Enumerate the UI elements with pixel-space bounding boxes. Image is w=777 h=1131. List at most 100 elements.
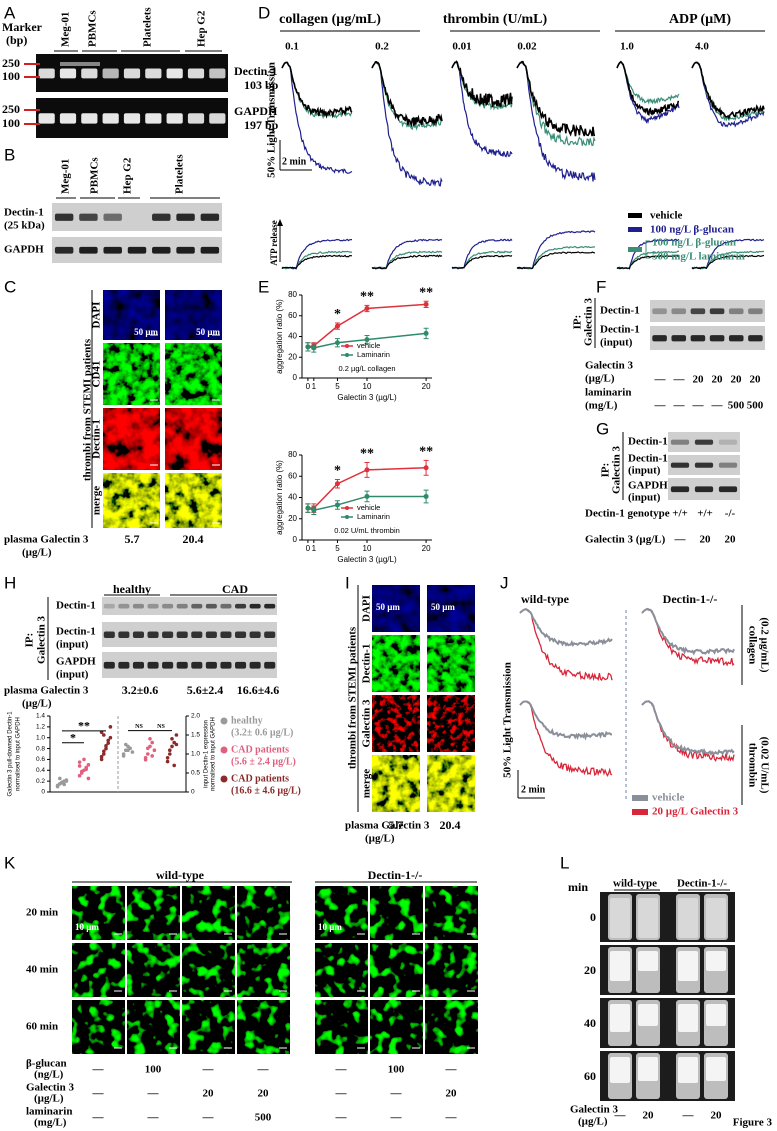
y-tick-label: 40 xyxy=(288,493,297,502)
trace xyxy=(616,61,680,105)
label: 60 xyxy=(584,1069,596,1083)
data-point xyxy=(334,481,340,487)
label: ATP release xyxy=(269,220,279,265)
micrograph xyxy=(237,886,290,940)
label: — xyxy=(692,400,705,412)
clot xyxy=(706,1057,726,1081)
data-point xyxy=(130,750,135,754)
gel-band xyxy=(145,113,162,124)
y-tick-label: 1.4 xyxy=(36,713,45,720)
label: (0.02 U/mL) xyxy=(758,737,770,794)
gel-band xyxy=(220,661,232,669)
label: DAPI xyxy=(91,302,103,329)
label: 0.1 xyxy=(285,41,299,53)
gel-band xyxy=(264,661,276,669)
trace xyxy=(691,61,765,120)
data-point xyxy=(106,738,110,743)
gel-band xyxy=(132,603,144,609)
label: — xyxy=(202,1112,215,1124)
gel-band xyxy=(694,462,714,468)
trace xyxy=(516,251,596,270)
micrograph xyxy=(425,886,478,940)
data-point xyxy=(334,323,340,329)
trace xyxy=(616,254,680,270)
label: (input) xyxy=(628,465,661,477)
y-tick-label: 0.4 xyxy=(36,767,45,774)
gel-band xyxy=(690,335,706,342)
gel-band xyxy=(147,603,159,609)
figure-label: Figure 3 xyxy=(733,1117,773,1129)
label: — xyxy=(335,1088,348,1100)
gel-band xyxy=(748,308,763,315)
data-point xyxy=(106,741,110,745)
label: — xyxy=(92,1064,105,1076)
gel-band xyxy=(132,631,144,638)
micrograph xyxy=(315,943,368,997)
data-point xyxy=(311,507,317,513)
data-point xyxy=(423,493,429,499)
micrograph xyxy=(372,585,420,632)
label: Dectin-1 xyxy=(361,644,373,684)
label: Dectin-1 xyxy=(234,64,277,78)
label: Dectin-1 xyxy=(56,600,96,612)
data-point xyxy=(364,337,370,343)
clot xyxy=(610,898,630,938)
gel-band xyxy=(220,603,232,609)
trace xyxy=(452,250,513,270)
micrograph xyxy=(370,886,423,940)
gel-band xyxy=(176,631,188,638)
x-tick-label: 20 xyxy=(422,382,431,391)
y-tick-label: 40 xyxy=(288,332,297,341)
gel-band xyxy=(187,68,205,79)
label: — xyxy=(147,1088,160,1100)
label: (mg/L) xyxy=(34,1117,67,1129)
gel-band xyxy=(209,113,226,124)
significance: * xyxy=(334,307,341,322)
label: plasma Galectin 3 xyxy=(4,534,89,546)
label: 0.2 xyxy=(375,41,389,53)
significance: ** xyxy=(78,719,90,733)
label: (ng/L) xyxy=(34,1069,64,1081)
label: 20.4 xyxy=(183,532,204,546)
data-point xyxy=(148,737,152,741)
gel-band xyxy=(59,68,77,79)
legend-swatch xyxy=(628,227,642,232)
panel-letter: J xyxy=(500,573,509,592)
clot xyxy=(638,1057,658,1081)
y-tick-label: 0.8 xyxy=(36,745,45,752)
label: collagen (µg/mL) xyxy=(279,12,381,27)
gel-band xyxy=(103,631,115,638)
data-point xyxy=(152,748,157,752)
x-tick-label: 0 xyxy=(306,382,311,391)
label: vehicle xyxy=(650,210,682,222)
micrograph xyxy=(427,585,475,632)
trace xyxy=(451,60,513,108)
legend-label: Laminarin xyxy=(357,512,390,521)
gel-band xyxy=(235,603,247,609)
significance: NS xyxy=(135,724,143,730)
label: Galectin 3 xyxy=(361,699,373,747)
data-point xyxy=(82,757,86,762)
gel xyxy=(650,300,765,322)
label: — xyxy=(654,400,667,412)
label: (µg/L) xyxy=(578,1116,608,1128)
clot xyxy=(706,1004,726,1026)
label: 20 xyxy=(446,1088,458,1100)
legend-swatch xyxy=(632,809,648,815)
data-point xyxy=(150,754,154,758)
label: laminarin xyxy=(26,1106,72,1118)
panel-letter: H xyxy=(4,573,16,592)
legend-marker xyxy=(220,717,228,725)
trace xyxy=(519,700,613,778)
arrow-head xyxy=(277,219,283,226)
subtitle: 0.2 µg/L collagen xyxy=(338,364,395,373)
label: 0.02 xyxy=(517,41,537,53)
label: 20 xyxy=(700,534,712,546)
gel-band xyxy=(209,68,226,79)
label: 10 µm xyxy=(318,922,342,932)
label: 20 xyxy=(712,374,724,386)
x-tick-label: 1 xyxy=(312,382,317,391)
label: Galectin 3 xyxy=(570,1104,618,1116)
